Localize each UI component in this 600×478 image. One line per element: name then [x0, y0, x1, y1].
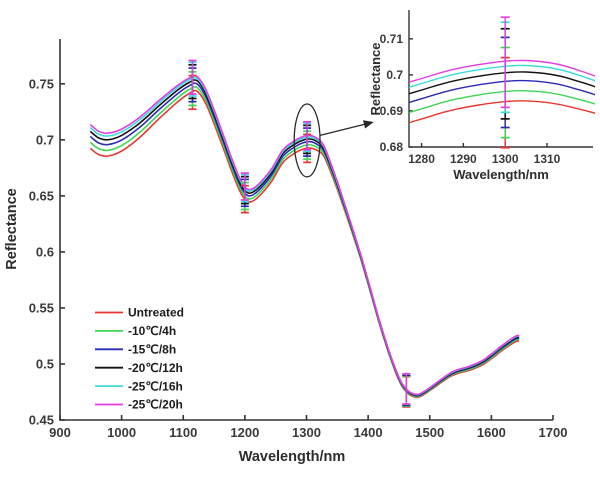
zoom-ellipse [293, 103, 321, 178]
main-plot-error-bars [188, 59, 411, 408]
x-tick-label: 1200 [230, 425, 259, 440]
x-tick-label: 1300 [292, 425, 321, 440]
legend-item: -20℃/12h [95, 361, 183, 375]
legend-item: -10℃/4h [95, 324, 176, 338]
zoom-arrow-head [363, 120, 374, 129]
y-tick-label: 0.75 [29, 76, 54, 91]
series-line--10-4h [409, 90, 595, 114]
x-tick-label: 1310 [534, 152, 561, 166]
main-plot-series [90, 74, 520, 399]
legend-label: -15℃/8h [128, 343, 176, 357]
series-line--25-20h [90, 74, 520, 396]
legend-item: -15℃/8h [95, 343, 176, 357]
y-tick-label: 0.69 [380, 104, 404, 118]
legend-label: -25℃/16h [128, 379, 183, 393]
y-tick-label: 0.45 [29, 413, 54, 428]
series-line--25-16h [409, 64, 595, 89]
x-tick-label: 1100 [169, 425, 197, 440]
legend-label: -25℃/20h [128, 398, 183, 412]
legend-item: -25℃/16h [95, 379, 183, 393]
y-tick-label: 0.5 [36, 357, 54, 372]
x-tick-label: 1280 [408, 152, 435, 166]
x-tick-label: 1400 [354, 425, 383, 440]
main-plot-x-axis-label: Wavelength/nm [239, 449, 346, 465]
y-tick-label: 0.7 [386, 68, 403, 82]
x-tick-label: 900 [49, 425, 71, 440]
y-tick-label: 0.65 [29, 188, 54, 203]
x-tick-label: 1600 [477, 425, 506, 440]
y-tick-label: 0.6 [36, 244, 54, 259]
legend-label: Untreated [128, 306, 184, 320]
x-tick-label: 1000 [107, 425, 136, 440]
x-tick-label: 1300 [492, 152, 519, 166]
series-line-untreated [409, 100, 595, 124]
inset-plot: 1280 1290 1300 1310 0.68 0.69 0.7 0.71 Wavelengt… [368, 10, 595, 182]
x-tick-label: 1500 [415, 425, 444, 440]
inset-plot-error-bars [500, 16, 510, 149]
legend: Untreated -10℃/4h -15℃/8h -20℃/12h -25℃/16h -… [95, 306, 184, 412]
series-line--10-4h [90, 86, 520, 398]
inset-plot-series [409, 59, 595, 124]
x-tick-label: 1290 [450, 152, 477, 166]
inset-plot-y-axis-label: Reflectance [368, 43, 383, 116]
x-tick-label: 1700 [539, 425, 568, 440]
legend-label: -10℃/4h [128, 324, 176, 338]
series-line--15-8h [409, 79, 595, 104]
main-plot-y-axis-label: Reflectance [4, 188, 20, 269]
series-line--20-12h [409, 71, 595, 95]
legend-item: Untreated [95, 306, 184, 320]
inset-plot-x-axis-label: Wavelength/nm [453, 167, 549, 182]
legend-label: -20℃/12h [128, 361, 183, 375]
y-tick-label: 0.71 [380, 32, 404, 46]
zoom-arrow-line [319, 121, 372, 137]
series-line--25-20h [409, 59, 595, 84]
y-tick-label: 0.55 [29, 300, 54, 315]
y-tick-label: 0.7 [36, 132, 54, 147]
series-line-untreated [90, 89, 520, 399]
legend-item: -25℃/20h [95, 398, 183, 412]
zoom-annotation [293, 103, 374, 178]
y-tick-label: 0.68 [380, 140, 404, 154]
main-plot: 900 1000 1100 1200 1300 1400 1500 1600 1700 0.45 0… [4, 39, 567, 465]
